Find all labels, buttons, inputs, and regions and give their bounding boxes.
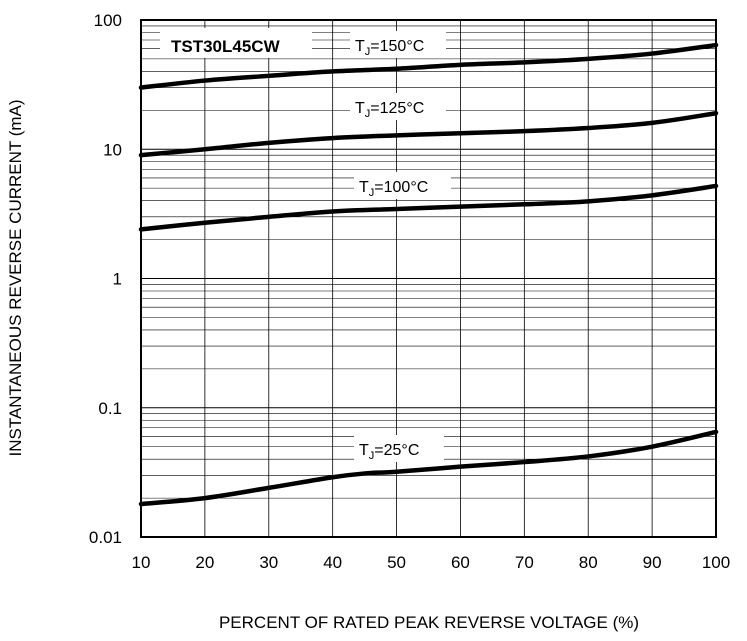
series-label-group: TJ=25°C xyxy=(354,435,444,462)
series-label-background xyxy=(350,93,446,120)
ticks-layer: 10 20 30 40 50 60 70 80 90 100 0.01 0.1 1 10 100 xyxy=(89,11,730,572)
series-label-background xyxy=(350,31,446,58)
y-tick-label: 1 xyxy=(113,270,122,289)
x-axis-title: PERCENT OF RATED PEAK REVERSE VOLTAGE (%… xyxy=(219,613,639,632)
x-tick-label: 10 xyxy=(132,553,151,572)
labels-layer: TJ=150°C TJ=125°C TJ=100°C TJ=25°C xyxy=(350,31,451,462)
x-tick-label: 60 xyxy=(451,553,470,572)
grid-layer xyxy=(140,20,717,538)
x-tick-label: 50 xyxy=(387,553,406,572)
y-tick-label: 100 xyxy=(94,11,122,30)
series-label-background xyxy=(354,172,451,199)
series-label-background xyxy=(354,435,444,462)
y-tick-label: 0.01 xyxy=(89,528,122,547)
chart-title-background xyxy=(160,28,312,58)
x-tick-label: 70 xyxy=(515,553,534,572)
chart-title: TST30L45CW xyxy=(171,37,281,56)
series-label: TJ=25°C xyxy=(359,442,419,462)
series-line xyxy=(138,110,719,158)
series-label-group: TJ=150°C xyxy=(350,31,446,58)
series-label-group: TJ=100°C xyxy=(354,172,451,199)
x-tick-label: 30 xyxy=(259,553,278,572)
x-tick-label: 80 xyxy=(579,553,598,572)
y-tick-label: 10 xyxy=(103,140,122,159)
x-tick-label: 100 xyxy=(702,553,730,572)
series-label: TJ=150°C xyxy=(355,38,424,58)
x-tick-label: 90 xyxy=(643,553,662,572)
plot-frame xyxy=(140,19,717,538)
x-tick-label: 40 xyxy=(323,553,342,572)
x-tick-label: 20 xyxy=(195,553,214,572)
y-tick-label: 0.1 xyxy=(98,399,122,418)
series-label: TJ=100°C xyxy=(359,179,428,199)
series-line xyxy=(138,183,719,232)
series-layer xyxy=(138,42,719,507)
series-line xyxy=(138,429,719,507)
series-label-group: TJ=125°C xyxy=(350,93,446,120)
y-axis-title: INSTANTANEOUS REVERSE CURRENT (mA) xyxy=(6,99,25,456)
series-line xyxy=(138,42,719,90)
series-label: TJ=125°C xyxy=(355,100,424,120)
